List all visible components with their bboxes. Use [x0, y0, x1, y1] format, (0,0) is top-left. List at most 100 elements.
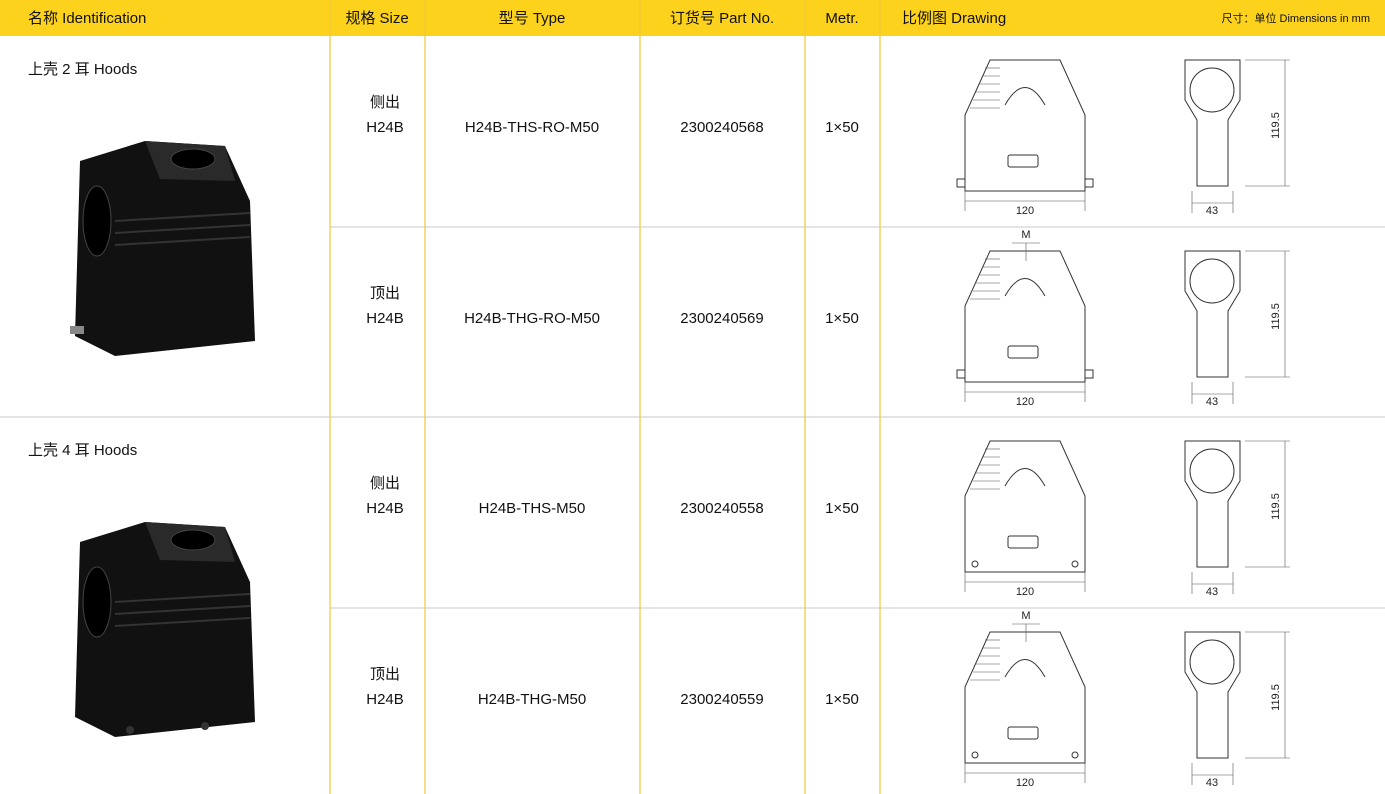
- front-label: [1007, 345, 1039, 359]
- height-label: 119.5: [1270, 112, 1282, 139]
- column-header: 规格 Size: [345, 10, 408, 27]
- front-view: [964, 59, 1086, 192]
- depth-dim: [1191, 763, 1234, 785]
- drawing: 120 43 119.5: [964, 440, 1290, 598]
- front-dome: [1004, 659, 1046, 678]
- dimensions-note: 尺寸：单位 Dimensions in mm: [1221, 11, 1370, 25]
- hood-rib: [114, 605, 251, 615]
- hood-ear: [126, 726, 134, 734]
- hood-ear: [201, 722, 209, 730]
- ear: [971, 560, 979, 568]
- hood-side-opening: [82, 566, 112, 638]
- depth-dim: [1191, 191, 1234, 213]
- exit-direction: 侧出: [370, 475, 400, 492]
- column-header: 订货号 Part No.: [670, 10, 774, 27]
- pin: [1084, 178, 1094, 188]
- group-name: 上壳 2 耳 Hoods: [28, 61, 137, 78]
- hood-opening: [170, 148, 216, 170]
- hood-rib: [114, 593, 251, 603]
- hood-body: [75, 522, 255, 737]
- front-label: [1007, 726, 1039, 740]
- part-no: 2300240569: [680, 310, 763, 327]
- side-view: [1184, 250, 1241, 378]
- side-opening: [1189, 67, 1235, 113]
- column-header: 型号 Type: [499, 10, 566, 27]
- metr: 1×50: [825, 310, 859, 327]
- exit-direction: 顶出: [370, 666, 400, 683]
- part-no: 2300240568: [680, 119, 763, 136]
- hood-rib: [114, 212, 251, 222]
- depth-dim: [1191, 382, 1234, 404]
- front-view: [964, 631, 1086, 764]
- side-view: [1184, 631, 1241, 759]
- size: H24B: [366, 310, 404, 327]
- height-dim: [1245, 631, 1290, 759]
- drawing: 120 M 43 119.5: [964, 610, 1290, 789]
- size: H24B: [366, 500, 404, 517]
- thread-dim: [1012, 242, 1040, 261]
- metr: 1×50: [825, 500, 859, 517]
- side-opening: [1189, 448, 1235, 494]
- header-bar: [0, 0, 1385, 36]
- hood-opening: [170, 529, 216, 551]
- thread-label: M: [1021, 229, 1030, 241]
- pin: [956, 178, 966, 188]
- hood-body: [75, 141, 255, 356]
- size: H24B: [366, 119, 404, 136]
- type: H24B-THG-RO-M50: [464, 310, 600, 327]
- width-dim: [964, 382, 1086, 402]
- part-no: 2300240559: [680, 691, 763, 708]
- front-view: [964, 250, 1086, 383]
- width-label: 120: [1016, 586, 1034, 598]
- side-opening: [1189, 639, 1235, 685]
- hood-pin: [70, 326, 84, 334]
- height-dim: [1245, 440, 1290, 568]
- front-label: [1007, 535, 1039, 549]
- metr: 1×50: [825, 119, 859, 136]
- width-label: 120: [1016, 396, 1034, 408]
- metr: 1×50: [825, 691, 859, 708]
- height-label: 119.5: [1270, 684, 1282, 711]
- depth-dim: [1191, 572, 1234, 594]
- width-dim: [964, 763, 1086, 783]
- type: H24B-THS-RO-M50: [465, 119, 599, 136]
- depth-label: 43: [1206, 777, 1218, 789]
- pin: [1084, 369, 1094, 379]
- column-header: Metr.: [825, 10, 858, 27]
- side-view: [1184, 59, 1241, 187]
- part-no: 2300240558: [680, 500, 763, 517]
- front-dome: [1004, 468, 1046, 487]
- side-view: [1184, 440, 1241, 568]
- side-opening: [1189, 258, 1235, 304]
- front-dome: [1004, 87, 1046, 106]
- ear: [971, 751, 979, 759]
- group-name: 上壳 4 耳 Hoods: [28, 442, 137, 459]
- product-photo: [70, 141, 255, 356]
- width-label: 120: [1016, 205, 1034, 217]
- ear: [1071, 560, 1079, 568]
- front-view: [964, 440, 1086, 573]
- pin: [956, 369, 966, 379]
- hood-rib: [114, 224, 251, 234]
- exit-direction: 顶出: [370, 285, 400, 302]
- height-dim: [1245, 59, 1290, 187]
- depth-label: 43: [1206, 205, 1218, 217]
- drawing: 120 43 119.5: [956, 59, 1290, 217]
- height-label: 119.5: [1270, 303, 1282, 330]
- front-dome: [1004, 278, 1046, 297]
- width-dim: [964, 191, 1086, 211]
- depth-label: 43: [1206, 586, 1218, 598]
- product-photo: [75, 522, 255, 737]
- hood-side-opening: [82, 185, 112, 257]
- hood-rib: [114, 617, 251, 627]
- column-header: 比例图 Drawing: [902, 10, 1006, 27]
- drawing: 120 M 43 119.5: [956, 229, 1290, 408]
- type: H24B-THS-M50: [479, 500, 586, 517]
- type: H24B-THG-M50: [478, 691, 586, 708]
- ear: [1071, 751, 1079, 759]
- thread-dim: [1012, 623, 1040, 642]
- front-label: [1007, 154, 1039, 168]
- thread-label: M: [1021, 610, 1030, 622]
- width-label: 120: [1016, 777, 1034, 789]
